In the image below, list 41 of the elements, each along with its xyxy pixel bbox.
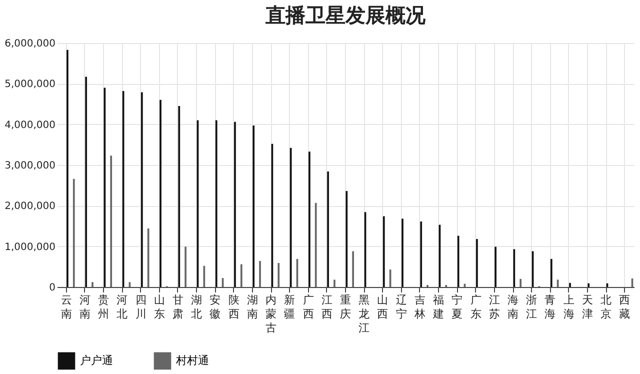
x-tick-label: 安徽 [210,294,221,320]
x-tick-label: 北京 [600,294,612,320]
x-tick-label: 江苏 [488,294,500,320]
x-tick-label: 广东 [470,294,482,320]
x-tick-label: 上海 [563,294,574,320]
x-tick-label: 广西 [302,294,314,320]
x-tick-label: 甘肃 [172,294,184,320]
x-tick-label: 山东 [154,294,165,320]
y-tick-label: 3,000,000 [4,160,56,172]
x-tick-label: 宁夏 [452,294,463,320]
legend-label: 户户通 [80,354,113,367]
y-tick-label: 6,000,000 [4,38,56,50]
x-tick-label: 江西 [321,294,332,320]
y-tick-label: 4,000,000 [4,120,56,131]
x-tick-label: 湖北 [191,294,202,320]
x-tick-label: 贵州 [98,294,110,320]
x-tick-label: 湖南 [246,294,258,320]
x-tick-label: 河北 [116,294,128,320]
x-tick-label: 西藏 [619,294,630,320]
legend-label: 村村通 [175,354,209,367]
x-tick-label: 内蒙古 [266,294,277,334]
x-tick-label: 陕西 [228,294,240,320]
y-tick-label: 0 [49,282,56,294]
x-tick-label: 浙江 [526,294,538,320]
x-tick-label: 海南 [508,294,519,320]
x-tick-label: 福建 [432,294,444,320]
chart-title: 直播卫星发展概况 [264,3,426,27]
y-tick-label: 5,000,000 [4,79,56,90]
x-tick-label: 新疆 [284,294,296,320]
x-tick-label: 吉林 [413,294,426,320]
y-tick-label: 1,000,000 [4,242,56,253]
x-tick-label: 黑龙江 [358,294,370,334]
x-tick-label: 重庆 [340,294,351,320]
x-tick-label: 山西 [377,294,388,320]
x-tick-label: 天津 [582,294,593,320]
y-tick-label: 2,000,000 [4,201,56,212]
x-tick-label: 四川 [135,294,146,320]
x-tick-label: 云南 [60,294,72,320]
x-tick-label: 青海 [544,294,556,320]
x-tick-label: 辽宁 [396,294,407,320]
x-tick-label: 河南 [79,294,90,320]
